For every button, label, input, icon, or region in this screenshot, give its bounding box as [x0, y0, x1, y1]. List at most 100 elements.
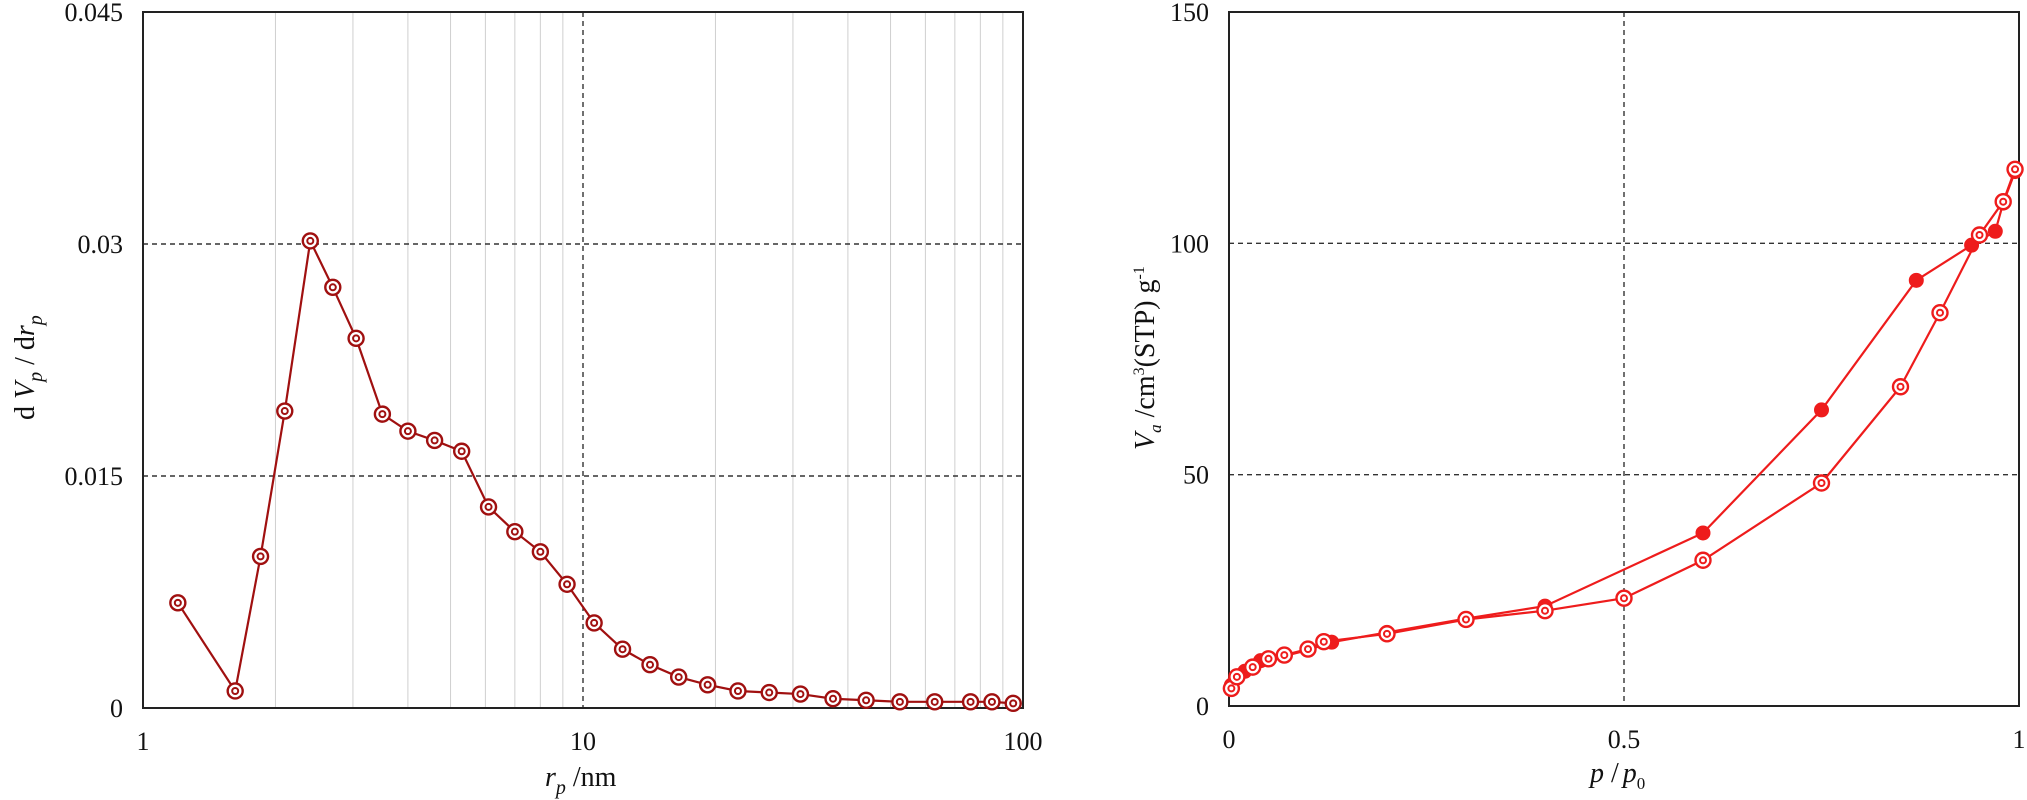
- p2-ring-data-point: [1228, 668, 1246, 686]
- p2-point-inner-ring: [1280, 651, 1289, 660]
- p2-point-inner-ring: [1304, 645, 1312, 654]
- p1-point-inner-ring: [280, 407, 289, 416]
- p1-series-line: [176, 237, 1014, 705]
- p2-ring-data-point: [1275, 646, 1294, 664]
- p1-point-inner-ring: [1009, 699, 1018, 708]
- p1-y-tick-label: 0.045: [65, 0, 124, 27]
- p1-data-point: [226, 682, 244, 700]
- p2-ring-data-point: [1378, 625, 1396, 643]
- p1-y-tick-labels: 0 0.015 0.03 0.045: [65, 0, 124, 723]
- p1-data-point: [399, 422, 417, 440]
- p2-point-inner-ring: [1817, 478, 1826, 487]
- p1-point-inner-ring: [352, 334, 361, 343]
- p1-point-inner-ring: [930, 697, 939, 706]
- p1-point-inner-ring: [987, 697, 996, 706]
- p1-point-inner-ring: [536, 547, 545, 556]
- p1-data-point: [760, 683, 778, 702]
- p2-ring-data-point: [1536, 601, 1554, 620]
- p2-ring-data-point: [1457, 610, 1475, 629]
- p1-major-grid: [143, 12, 1023, 708]
- p1-point-inner-ring: [563, 580, 572, 589]
- p2-point-inner-ring: [2011, 165, 2020, 174]
- p2-y-axis-label: Va /cm3(STP) g-1: [1130, 266, 1165, 450]
- p1-point-inner-ring: [173, 598, 182, 607]
- p2-point-inner-ring: [1699, 556, 1707, 565]
- p2-ring-data-point: [1970, 226, 1989, 244]
- p2-y-tick-labels: 0 50 100 150: [1170, 0, 1209, 721]
- p2-x-tick-label: 1: [2013, 725, 2026, 754]
- p1-data-point: [276, 402, 294, 420]
- p2-filled-data-point: [1814, 402, 1829, 418]
- p1-point-inner-ring: [674, 673, 683, 682]
- p1-data-point: [613, 640, 632, 658]
- p1-point-inner-ring: [862, 696, 871, 705]
- p1-data-point: [1004, 694, 1022, 713]
- p1-point-inner-ring: [733, 686, 742, 695]
- p1-data-point: [791, 685, 810, 703]
- p1-point-inner-ring: [618, 645, 627, 654]
- p1-data-point: [324, 278, 342, 297]
- p1-point-inner-ring: [430, 436, 439, 445]
- p1-point-inner-ring: [484, 502, 493, 511]
- p1-data-point: [425, 431, 444, 450]
- p1-data-point: [373, 405, 392, 423]
- p1-y-tick-label: 0.03: [78, 230, 124, 259]
- p2-point-inner-ring: [1319, 637, 1328, 646]
- p1-y-tick-label: 0: [110, 694, 123, 723]
- p1-point-inner-ring: [966, 697, 975, 706]
- p2-y-tick-label: 50: [1183, 461, 1209, 490]
- p2-x-tick-labels: 0 0.5 1: [1223, 725, 2026, 754]
- p2-point-inner-ring: [1936, 308, 1944, 317]
- p1-y-axis-label: d Vp / drp: [10, 315, 47, 420]
- p2-series: [1222, 160, 2024, 698]
- p1-point-inner-ring: [256, 552, 265, 561]
- p2-point-inner-ring: [1462, 615, 1470, 624]
- p2-point-inner-ring: [1975, 231, 1984, 240]
- p2-y-tick-label: 150: [1170, 0, 1209, 27]
- p2-ring-data-point: [1259, 650, 1278, 668]
- p1-point-inner-ring: [510, 527, 519, 536]
- p1-x-tick-label: 1: [137, 727, 150, 756]
- p2-ring-data-point: [1315, 632, 1333, 651]
- p2-point-inner-ring: [1232, 672, 1241, 681]
- p2-plot-frame: [1228, 11, 2020, 707]
- p1-data-point: [641, 655, 659, 674]
- p1-data-point: [585, 614, 603, 632]
- p1-plot-frame: [142, 11, 1024, 709]
- p2-point-inner-ring: [1541, 606, 1549, 615]
- p1-data-point: [452, 442, 471, 460]
- p2-ring-data-point: [1812, 474, 1831, 492]
- p1-data-point: [251, 547, 270, 566]
- p2-point-inner-ring: [1248, 663, 1257, 672]
- p2-y-tick-label: 0: [1196, 692, 1209, 721]
- p1-data-point: [669, 668, 688, 686]
- p1-point-inner-ring: [646, 660, 655, 669]
- p1-point-inner-ring: [231, 686, 240, 695]
- p2-ring-data-point: [1891, 378, 1910, 396]
- p1-point-inner-ring: [796, 690, 805, 699]
- pore-size-distribution-chart: 0 0.015 0.03 0.045 1 10 100 rp /nm d Vp / drp: [10, 0, 1043, 799]
- p1-data-point: [506, 522, 524, 541]
- p2-filled-series-line: [1230, 171, 2017, 686]
- p1-point-inner-ring: [403, 427, 412, 436]
- p1-point-inner-ring: [765, 688, 774, 697]
- p2-y-tick-label: 100: [1170, 229, 1209, 258]
- p1-point-inner-ring: [829, 694, 838, 703]
- p1-data-point: [169, 594, 187, 612]
- p1-point-inner-ring: [457, 447, 466, 456]
- p1-data-point: [824, 690, 842, 708]
- p2-ring-data-point: [1243, 658, 1262, 676]
- p2-ring-data-point: [2006, 160, 2024, 179]
- p2-point-inner-ring: [1620, 594, 1628, 603]
- p2-point-inner-ring: [1896, 382, 1905, 391]
- p1-data-point: [961, 693, 980, 711]
- p2-point-inner-ring: [1999, 197, 2008, 206]
- p1-series: [169, 232, 1022, 713]
- p1-point-inner-ring: [378, 410, 387, 419]
- p1-data-point: [857, 691, 875, 709]
- p2-ring-data-point: [1299, 640, 1317, 658]
- p1-data-point: [301, 232, 319, 250]
- p2-x-tick-label: 0: [1223, 725, 1236, 754]
